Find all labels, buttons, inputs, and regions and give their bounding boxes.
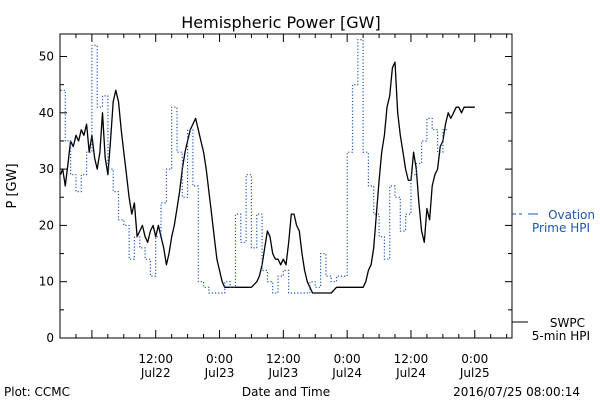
x-tick-date-label: Jul23 bbox=[204, 366, 235, 380]
legend-label-ovation-line2: Prime HPI bbox=[532, 221, 590, 235]
y-axis-ticks: 0 10 20 30 40 50 bbox=[39, 50, 512, 345]
legend-label-ovation-line1: Ovation bbox=[548, 208, 595, 222]
y-tick-label: 50 bbox=[39, 50, 54, 64]
x-tick-date-label: Jul25 bbox=[459, 366, 490, 380]
x-tick-time-label: 12:00 bbox=[138, 352, 173, 366]
plot-timestamp: 2016/07/25 08:00:14 bbox=[453, 385, 580, 399]
y-tick-label: 0 bbox=[46, 331, 54, 345]
x-axis-ticks: 12:00Jul220:00Jul2312:00Jul230:00Jul2412… bbox=[59, 34, 508, 380]
x-tick-date-label: Jul22 bbox=[140, 366, 171, 380]
x-tick-time-label: 0:00 bbox=[206, 352, 233, 366]
x-tick-date-label: Jul24 bbox=[395, 366, 426, 380]
x-tick-date-label: Jul23 bbox=[267, 366, 298, 380]
y-axis-label: P [GW] bbox=[5, 163, 20, 208]
plot-frame bbox=[59, 33, 513, 339]
x-tick-time-label: 12:00 bbox=[394, 352, 429, 366]
plot-credit: Plot: CCMC bbox=[4, 385, 70, 399]
y-tick-label: 40 bbox=[39, 106, 54, 120]
y-tick-label: 30 bbox=[39, 162, 54, 176]
y-tick-label: 10 bbox=[39, 275, 54, 289]
y-tick-label: 20 bbox=[39, 218, 54, 232]
x-tick-time-label: 12:00 bbox=[266, 352, 301, 366]
ovation-prime-series-line bbox=[60, 39, 449, 294]
legend-label-swpc-line1: SWPC bbox=[550, 316, 585, 330]
legend-label-swpc-line2: 5-min HPI bbox=[532, 329, 590, 343]
x-axis-label: Date and Time bbox=[242, 385, 330, 399]
series-layer bbox=[59, 39, 475, 294]
chart-title: Hemispheric Power [GW] bbox=[181, 13, 380, 32]
x-tick-date-label: Jul24 bbox=[331, 366, 362, 380]
x-tick-time-label: 0:00 bbox=[334, 352, 361, 366]
x-tick-time-label: 0:00 bbox=[461, 352, 488, 366]
swpc-series-line bbox=[59, 61, 475, 294]
